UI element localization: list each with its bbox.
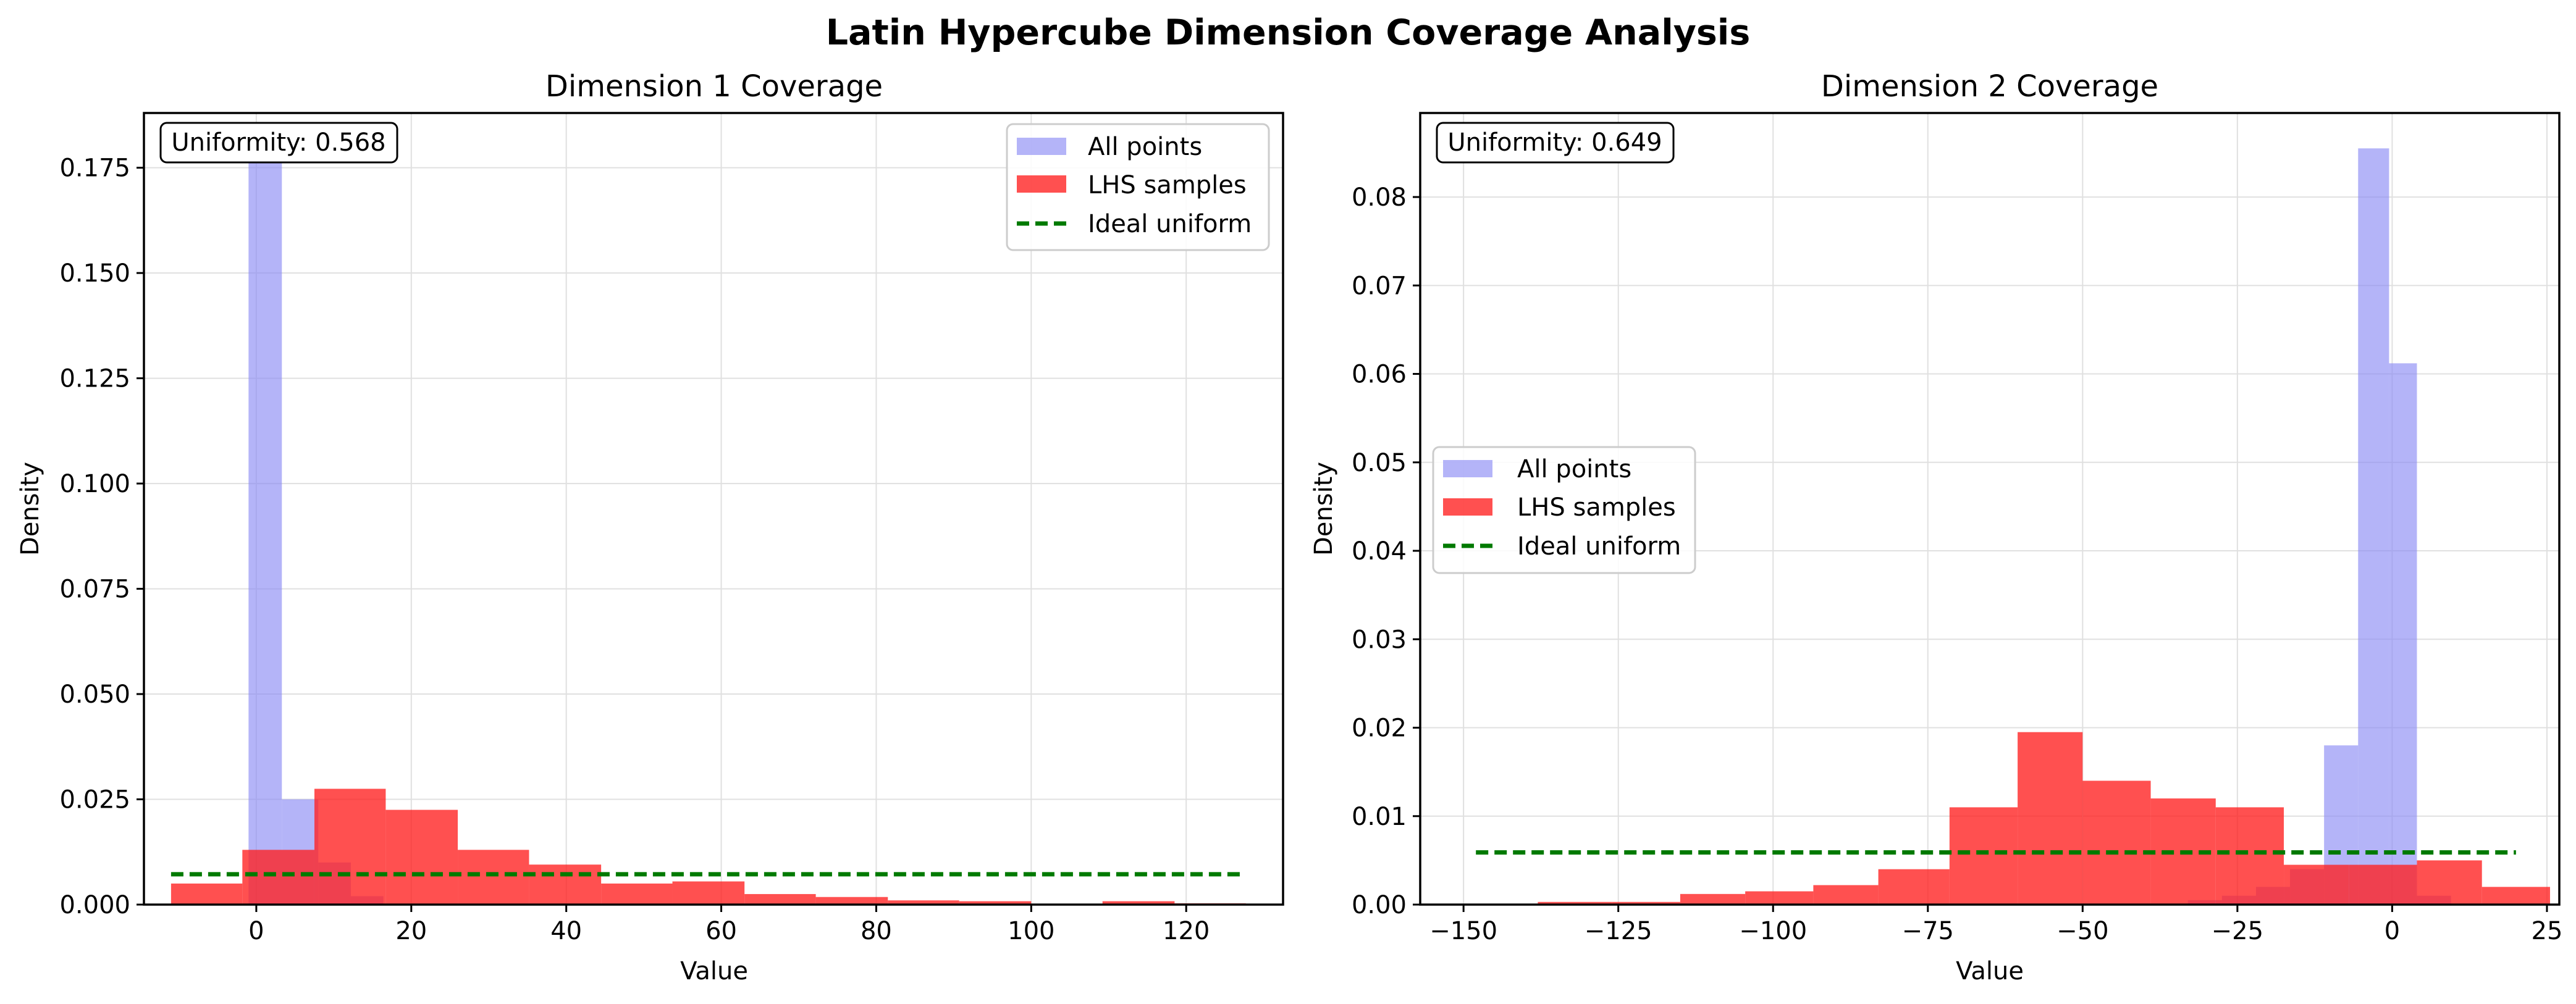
y-tick-label: 0.025	[59, 786, 130, 814]
legend-lhs-samples-label: LHS samples	[1088, 171, 1247, 199]
dimension-2-uniformity-box: Uniformity: 0.649	[1436, 122, 1675, 164]
lhs-sample-bar	[1878, 869, 1950, 905]
x-tick-label: −150	[1429, 917, 1497, 945]
lhs-sample-bar	[170, 883, 243, 905]
lhs-sample-bar	[2018, 732, 2083, 905]
y-tick-label: 0.05	[1352, 449, 1407, 477]
x-tick-label: 60	[705, 917, 737, 945]
lhs-sample-bar	[2481, 887, 2550, 905]
lhs-sample-bar	[672, 881, 745, 905]
dimension-2-uniformity-text: Uniformity: 0.649	[1447, 128, 1662, 157]
y-tick-label: 0.050	[59, 680, 130, 709]
all-points-bar	[2389, 363, 2417, 905]
legend-ideal-uniform-label: Ideal uniform	[1517, 532, 1681, 561]
x-tick-label: −50	[2056, 917, 2108, 945]
y-tick-label: 0.150	[59, 259, 130, 288]
lhs-sample-bar	[2082, 780, 2151, 905]
legend-lhs-samples-label: LHS samples	[1517, 493, 1676, 522]
y-tick-label: 0.075	[59, 575, 130, 604]
lhs-sample-bar	[458, 850, 529, 905]
x-tick-label: −75	[1902, 917, 1954, 945]
dimension-2-axes-frame	[1419, 112, 2561, 906]
dimension-1-ticks: 0 20 40 60 80 100 120 0.000 0.025 0.050 0.075 0.100…	[59, 154, 1210, 945]
x-tick-label: 100	[1008, 917, 1054, 945]
y-tick-label: 0.08	[1352, 183, 1407, 212]
lhs-sample-bar	[1680, 893, 1746, 905]
figure-title: Latin Hypercube Dimension Coverage Analy…	[826, 12, 1751, 53]
dimension-2-ticks: −150 −125 −100 −75 −50 −25 0 25 0.00 0.01 0.02 0.03…	[1352, 183, 2562, 945]
x-tick-label: −100	[1739, 917, 1807, 945]
dimension-1-ylabel: Density	[16, 462, 44, 556]
y-tick-label: 0.06	[1352, 361, 1407, 389]
lhs-sample-bar	[1949, 807, 2018, 905]
lhs-sample-bar	[1813, 885, 1879, 905]
lhs-sample-bar	[385, 809, 458, 905]
dimension-1-title: Dimension 1 Coverage	[545, 69, 883, 104]
x-tick-label: −125	[1585, 917, 1652, 945]
lhs-sample-bar	[744, 893, 816, 905]
all-points-bar	[2358, 148, 2389, 905]
x-tick-label: 20	[395, 917, 427, 945]
x-tick-label: 40	[550, 917, 582, 945]
y-tick-label: 0.100	[59, 470, 130, 498]
dimension-1-uniformity-text: Uniformity: 0.568	[171, 128, 385, 157]
x-tick-label: 80	[861, 917, 892, 945]
x-tick-label: 120	[1163, 917, 1210, 945]
lhs-sample-bar	[601, 883, 673, 905]
lhs-sample-bar	[1102, 901, 1175, 905]
legend-all-points-swatch	[1017, 138, 1066, 155]
dimension-2-title: Dimension 2 Coverage	[1821, 69, 2158, 104]
x-tick-label: 0	[2384, 917, 2400, 945]
dimension-1-uniformity-box: Uniformity: 0.568	[159, 122, 398, 164]
dimension-1-xlabel: Value	[680, 957, 748, 985]
dimension-1-axes-frame	[143, 112, 1284, 906]
legend-all-points-label: All points	[1517, 455, 1631, 483]
legend-lhs-samples-swatch	[1443, 498, 1492, 516]
lhs-sample-bar	[2417, 860, 2482, 905]
y-tick-label: 0.02	[1352, 714, 1407, 743]
dimension-2-ylabel: Density	[1310, 462, 1338, 556]
lhs-sample-bar	[2349, 864, 2417, 905]
lhs-sample-bar	[2284, 864, 2349, 905]
lhs-sample-bar	[815, 897, 888, 905]
lhs-sample-bar	[1745, 891, 1814, 905]
dimension-2-panel: Dimension 2 Coverage −150 −125 −100 −75 −50−…	[1310, 69, 2562, 985]
dimension-2-legend: All points LHS samples Ideal uniform	[1432, 446, 1696, 574]
y-tick-label: 0.00	[1352, 891, 1407, 919]
x-tick-label: 0	[248, 917, 264, 945]
all-points-bar	[248, 155, 282, 905]
lhs-sample-bar	[888, 900, 959, 905]
lhs-sample-bar	[1612, 902, 1680, 905]
legend-all-points-label: All points	[1088, 133, 1202, 161]
lhs-sample-bar	[2215, 807, 2284, 905]
lhs-sample-bar	[529, 864, 602, 905]
y-tick-label: 0.03	[1352, 625, 1407, 654]
legend-ideal-uniform-label: Ideal uniform	[1088, 210, 1252, 238]
legend-lhs-samples-swatch	[1017, 175, 1066, 193]
x-tick-label: −25	[2212, 917, 2263, 945]
lhs-sample-bar	[314, 789, 386, 905]
lhs-sample-bar	[1538, 902, 1612, 905]
dimension-2-xlabel: Value	[1956, 957, 2024, 985]
lhs-sample-bar	[242, 850, 314, 905]
y-tick-label: 0.07	[1352, 272, 1407, 300]
dimension-1-legend: All points LHS samples Ideal uniform	[1006, 123, 1270, 251]
y-tick-label: 0.000	[59, 891, 130, 919]
y-tick-label: 0.01	[1352, 803, 1407, 831]
lhs-sample-bar	[959, 901, 1032, 905]
x-tick-label: 25	[2532, 917, 2563, 945]
legend-all-points-swatch	[1443, 460, 1492, 477]
dimension-1-lhs-bars	[170, 789, 1246, 905]
y-tick-label: 0.04	[1352, 537, 1407, 566]
y-tick-label: 0.175	[59, 154, 130, 183]
dimension-1-panel: Dimension 1 Coverage 0 20 40 60 80 100 120 0.00…	[16, 69, 1284, 985]
y-tick-label: 0.125	[59, 365, 130, 393]
